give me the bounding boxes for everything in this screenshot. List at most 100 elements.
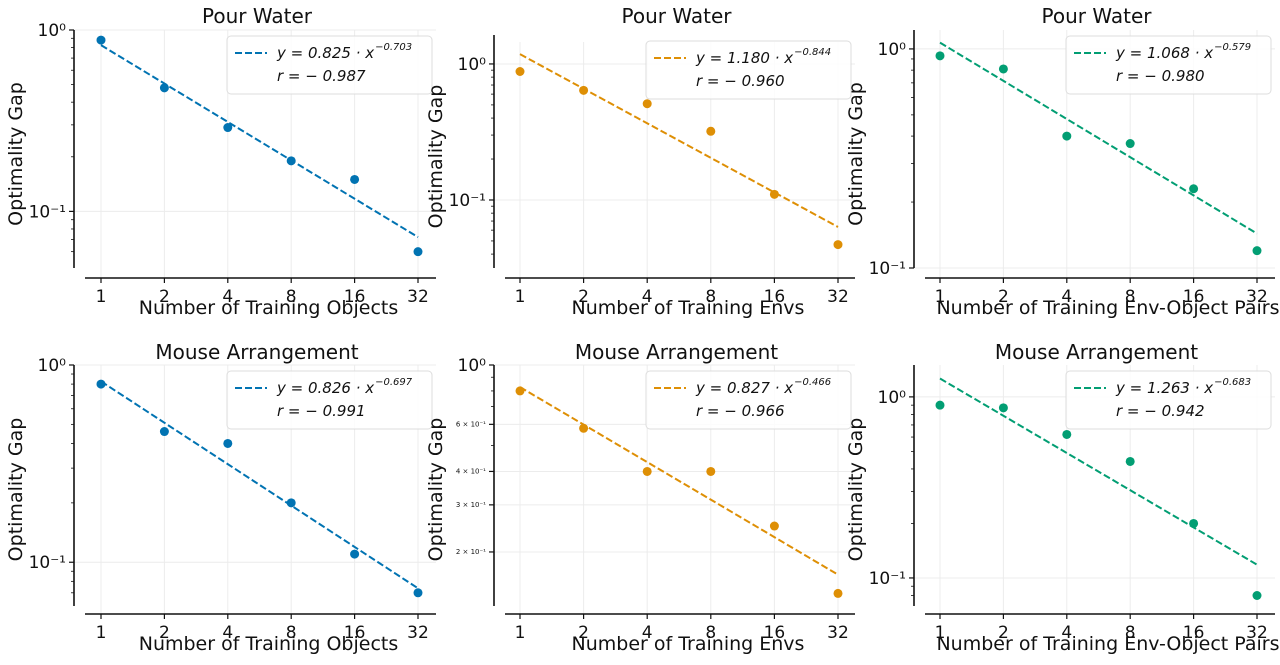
y-axis-label: Optimality Gap	[845, 82, 867, 226]
data-point	[1062, 131, 1072, 141]
x-axis-label: Number of Training Env-Object Pairs	[936, 297, 1279, 319]
legend-box	[226, 370, 433, 430]
chart-panel-5: 1 2 4 8 16 32 10⁰ 6 × 10⁻¹ 4 × 10⁻¹ 3 × 10⁻¹ 2 × 1…	[425, 340, 855, 655]
legend-fit-text: y = 1.263 · x	[1115, 379, 1213, 397]
legend-fit-exponent: −0.697	[375, 377, 413, 388]
fit-line	[939, 377, 1258, 566]
chart-panel-2: 1 2 4 8 16 32 10⁰ 10⁻¹ Pour Water Number of Train…	[425, 4, 855, 319]
x-tick-label: 4	[222, 287, 233, 307]
legend-fit-text: y = 1.068 · x	[1115, 44, 1213, 62]
y-tick-label: 4 × 10⁻¹	[456, 467, 486, 475]
chart-title: Mouse Arrangement	[995, 340, 1198, 364]
y-axis-label: Optimality Gap	[845, 418, 867, 562]
chart-title: Pour Water	[1042, 4, 1153, 28]
legend-r-text: r = − 0.942	[1116, 402, 1205, 420]
x-tick-label: 1	[935, 623, 946, 643]
x-tick-label: 32	[1246, 287, 1268, 307]
y-tick-label: 10⁰	[458, 356, 487, 376]
legend-r-text: r = − 0.966	[696, 402, 785, 420]
legend-fit-exponent: −0.579	[1214, 42, 1251, 53]
data-point	[935, 400, 945, 410]
x-tick-label: 4	[642, 623, 653, 643]
data-point	[1062, 429, 1072, 439]
x-tick-label: 8	[1125, 287, 1136, 307]
x-tick-label: 2	[159, 287, 170, 307]
data-point	[706, 126, 716, 136]
y-tick-label: 10⁻¹	[29, 202, 66, 222]
data-point	[769, 189, 779, 199]
legend-box	[1065, 370, 1272, 430]
x-tick-label: 8	[705, 287, 716, 307]
y-tick-label: 2 × 10⁻¹	[456, 548, 486, 556]
data-point	[769, 521, 779, 531]
y-tick-label: 10⁰	[878, 40, 907, 60]
fit-line	[100, 380, 419, 590]
x-tick-label: 8	[705, 623, 716, 643]
data-point	[706, 466, 716, 476]
x-tick-label: 32	[1246, 623, 1268, 643]
y-tick-label: 6 × 10⁻¹	[456, 420, 486, 428]
y-tick-label: 10⁻¹	[869, 259, 906, 279]
legend-fit-text: y = 0.827 · x	[695, 379, 793, 397]
x-tick-label: 16	[344, 287, 366, 307]
y-axis-label: Optimality Gap	[5, 82, 27, 226]
x-axis-label: Number of Training Objects	[139, 297, 399, 319]
data-point	[159, 83, 169, 93]
data-point	[223, 123, 233, 133]
y-axis-label: Optimality Gap	[5, 418, 27, 562]
y-tick-label: 10⁻¹	[29, 553, 66, 573]
data-point	[96, 379, 106, 389]
data-point	[1125, 139, 1135, 149]
chart-title: Mouse Arrangement	[155, 340, 358, 364]
legend-fit-exponent: −0.683	[1214, 377, 1251, 388]
data-point	[159, 427, 169, 437]
x-tick-label: 2	[998, 623, 1009, 643]
legend-fit-exponent: −0.844	[794, 47, 831, 58]
data-point	[642, 466, 652, 476]
y-tick-label: 10⁰	[38, 21, 67, 41]
data-point	[223, 438, 233, 448]
x-tick-label: 32	[407, 287, 429, 307]
x-tick-label: 4	[1061, 623, 1072, 643]
data-point	[833, 240, 843, 250]
fit-line	[939, 41, 1258, 235]
data-point	[579, 423, 589, 433]
x-tick-label: 1	[935, 287, 946, 307]
data-point	[642, 99, 652, 109]
x-axis-label: Number of Training Env-Object Pairs	[936, 633, 1279, 655]
x-axis-label: Number of Training Objects	[139, 633, 399, 655]
x-tick-label: 4	[1061, 287, 1072, 307]
chart-title: Pour Water	[202, 4, 313, 28]
legend-r-text: r = − 0.980	[1116, 67, 1205, 85]
x-tick-label: 1	[96, 623, 107, 643]
legend-r-text: r = − 0.991	[277, 402, 366, 420]
data-point	[350, 549, 360, 559]
data-point	[1125, 456, 1135, 466]
y-tick-label: 10⁻¹	[869, 569, 906, 589]
y-tick-label: 10⁰	[38, 356, 67, 376]
fit-line	[100, 44, 419, 238]
y-tick-label: 10⁻¹	[449, 191, 486, 211]
y-axis-label: Optimality Gap	[425, 418, 447, 562]
x-tick-label: 8	[1125, 623, 1136, 643]
y-tick-label: 10⁰	[458, 55, 487, 75]
x-tick-label: 2	[159, 623, 170, 643]
x-axis-label: Number of Training Envs	[572, 633, 805, 655]
legend-box	[645, 370, 852, 430]
data-point	[413, 247, 423, 257]
chart-title: Pour Water	[622, 4, 733, 28]
legend-box	[226, 35, 433, 95]
chart-panel-3: 1 2 4 8 16 32 10⁰ 10⁻¹ Pour Water Number of Train…	[845, 4, 1280, 319]
x-tick-label: 32	[827, 287, 849, 307]
data-point	[413, 588, 423, 598]
x-tick-label: 16	[1183, 623, 1205, 643]
data-point	[998, 64, 1008, 74]
legend-r-text: r = − 0.960	[696, 72, 785, 90]
data-point	[833, 588, 843, 598]
x-tick-label: 16	[1183, 287, 1205, 307]
y-axis-label: Optimality Gap	[425, 85, 447, 229]
x-tick-label: 8	[286, 287, 297, 307]
data-point	[286, 498, 296, 508]
x-tick-label: 2	[578, 287, 589, 307]
